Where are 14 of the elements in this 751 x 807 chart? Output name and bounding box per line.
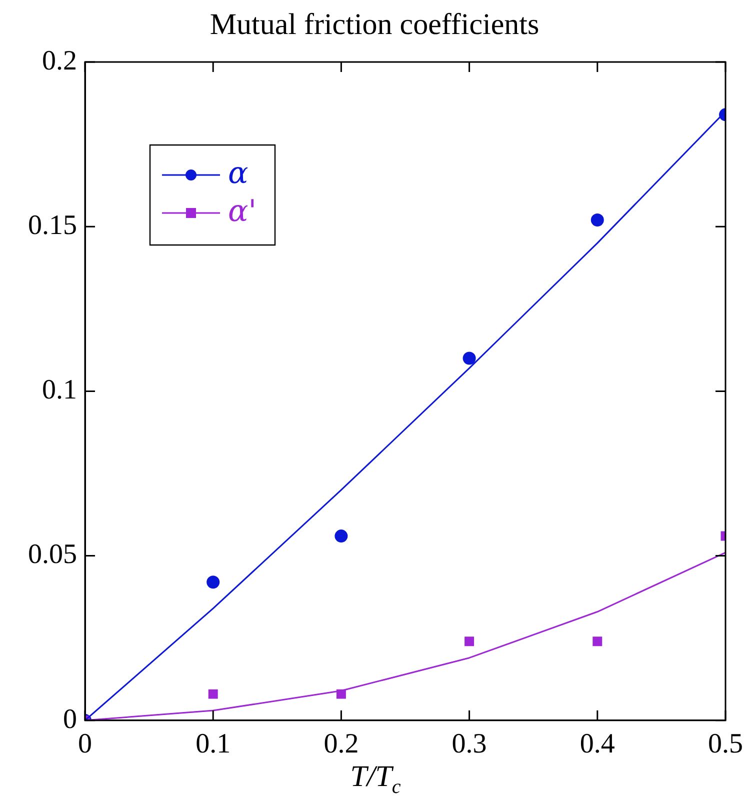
x-axis-title: T/T$_{c}$ (349, 760, 402, 799)
y-tick-label: 0 (63, 704, 77, 735)
x-tick-label: 0.4 (580, 728, 615, 760)
chart-title: Mutual friction coefficients (210, 8, 540, 41)
x-tick-label: 0.5 (708, 728, 743, 760)
y-tick-label: 0.05 (28, 539, 77, 570)
y-tick-label: 0.2 (42, 45, 77, 76)
x-tick-label: 0.3 (452, 728, 487, 760)
legend-label: α (228, 156, 248, 191)
x-tick-label: 0.1 (196, 728, 231, 760)
legend-label: α' (228, 194, 257, 229)
x-tick-label: 0.2 (324, 728, 359, 760)
y-tick-label: 0.1 (42, 374, 77, 406)
y-tick-label: 0.15 (28, 210, 77, 241)
